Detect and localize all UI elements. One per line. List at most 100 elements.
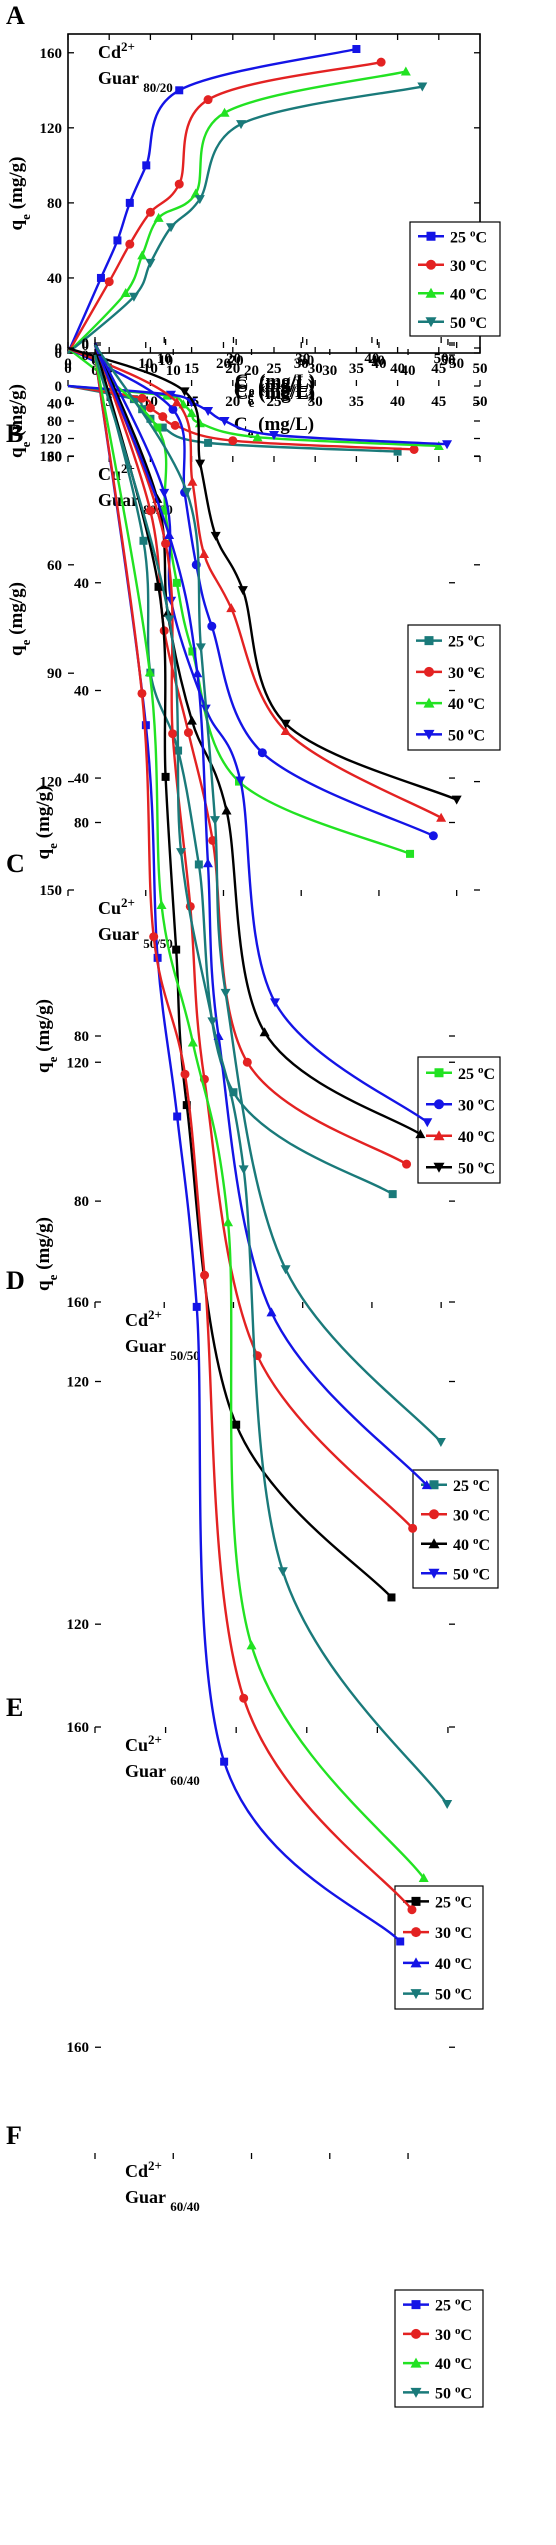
y-tick-label: 40 [74, 684, 89, 700]
x-tick-label: 40 [390, 394, 405, 410]
x-tick-label: 15 [184, 361, 199, 377]
series-30 [93, 342, 412, 1169]
x-tick-label: 10 [158, 353, 173, 369]
data-point [408, 1523, 418, 1533]
data-point [188, 647, 197, 656]
legend-entry: 50 oC [403, 2383, 472, 2402]
series-curve [93, 342, 394, 1196]
series-30 [67, 384, 419, 454]
legend-marker [411, 2328, 421, 2339]
x-axis-label: Ce (mg/L) [235, 373, 315, 400]
data-point [164, 530, 175, 540]
data-point [166, 223, 176, 233]
data-point [187, 476, 198, 486]
sample-label: Guar 50/50 [98, 924, 173, 951]
data-point [277, 1567, 288, 1577]
x-tick-label: 50 [449, 356, 464, 372]
data-point [280, 719, 291, 729]
data-point [144, 667, 155, 677]
data-point [415, 1129, 426, 1139]
legend-entry: 25 oC [403, 1892, 472, 1911]
data-point [195, 459, 206, 469]
legend-marker [424, 636, 434, 646]
legend-marker [423, 697, 435, 708]
panel-letter: F [6, 2121, 22, 2150]
data-point [220, 988, 231, 998]
legend-label: 50 oC [435, 1985, 472, 2004]
legend: 25 oC 30 oC 40 oC 50 oC [417, 1056, 501, 1184]
data-point [194, 418, 205, 428]
sample-label: Guar 60/40 [125, 2187, 200, 2214]
y-tick-label: 120 [40, 432, 63, 448]
y-tick-label: 0 [55, 346, 63, 362]
y-tick-label: 120 [67, 1617, 90, 1633]
data-point [228, 436, 238, 446]
data-point [149, 932, 159, 942]
y-axis-label: qe (mg/g) [33, 786, 60, 860]
y-tick-label: 40 [47, 397, 62, 413]
legend-entry: 25 oC [418, 227, 487, 246]
data-point [176, 848, 187, 858]
data-point [158, 412, 168, 422]
data-point [421, 1480, 432, 1490]
legend-entry: 40 oC [418, 284, 487, 303]
series-40 [93, 354, 429, 1883]
data-point [153, 212, 164, 222]
data-point [192, 1302, 201, 1311]
data-point [137, 688, 147, 698]
legend-entry: 50 oC [421, 1564, 490, 1583]
data-point [232, 1420, 241, 1429]
data-point [242, 1057, 252, 1067]
legend-entry: 30 oC [403, 2325, 472, 2344]
legend-marker [424, 666, 434, 677]
data-point [207, 1017, 218, 1027]
y-tick-label: 0 [82, 338, 90, 354]
x-tick-label: 40 [364, 351, 379, 367]
legend-label: 25 oC [435, 2296, 472, 2315]
data-point [235, 776, 246, 786]
data-point [422, 1118, 433, 1128]
series-50 [93, 344, 446, 1447]
data-point [269, 431, 279, 440]
x-tick-label: 50 [434, 351, 449, 367]
x-axis-label: Ce (mg/L) [234, 381, 314, 408]
legend-entry: 50 oC [418, 313, 487, 332]
data-point [207, 621, 217, 631]
x-tick-label: 20 [229, 353, 244, 369]
data-point [203, 406, 214, 416]
data-point [252, 432, 263, 442]
ion-label: Cu2+ [125, 1732, 162, 1756]
y-tick-label: 60 [47, 558, 62, 574]
legend-marker [426, 259, 436, 270]
x-tick-label: 10 [138, 356, 153, 372]
legend: 25 oC 30 oC 40 oC 50 oC [407, 624, 501, 751]
series-30 [93, 354, 417, 1915]
series-curve [66, 60, 382, 354]
x-tick-label: 50 [473, 361, 488, 377]
x-tick-label: 0 [91, 363, 99, 379]
data-point [229, 1088, 238, 1097]
x-tick-label: 40 [370, 353, 385, 369]
series-curve [93, 354, 402, 1943]
legend-marker [411, 1896, 421, 1906]
series-curve [93, 354, 413, 1911]
legend-label: 25 oC [453, 1476, 490, 1495]
x-tick-label: 0 [64, 356, 72, 372]
data-point [220, 1757, 229, 1766]
data-point [219, 107, 230, 117]
y-tick-label: 160 [67, 1295, 90, 1311]
x-tick-label: 25 [267, 394, 282, 410]
x-axis-label: Ce (mg/L) [235, 371, 315, 398]
data-point [153, 423, 162, 432]
data-point [158, 423, 167, 432]
legend-marker [411, 2300, 421, 2310]
y-tick-label: 0 [82, 348, 90, 364]
data-point [168, 404, 178, 414]
legend-marker [410, 1957, 422, 1968]
panel-letter: A [6, 1, 25, 30]
data-point [113, 236, 122, 245]
data-point [174, 179, 184, 189]
y-tick-label: 150 [40, 883, 63, 899]
